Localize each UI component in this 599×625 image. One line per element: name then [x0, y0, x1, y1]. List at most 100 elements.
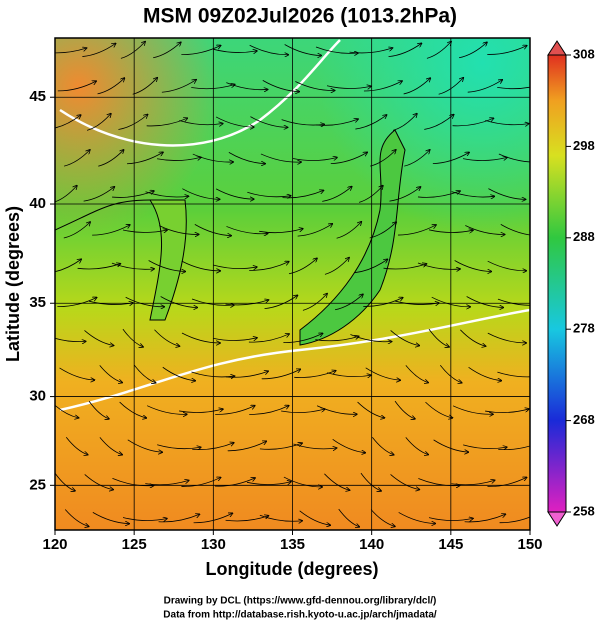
streamline: [84, 330, 113, 345]
streamline: [160, 296, 198, 307]
title: MSM 09Z02Jul2026 (1013.2hPa): [143, 5, 457, 28]
streamline: [282, 190, 324, 199]
streamline: [324, 258, 349, 275]
streamline: [349, 48, 392, 54]
streamline: [55, 472, 75, 491]
streamline: [92, 512, 129, 523]
coastline-japan: [299, 129, 406, 346]
streamline: [146, 405, 187, 415]
streamline: [466, 296, 504, 307]
y-tick-label: 45: [29, 88, 46, 105]
x-tick-label: 130: [201, 536, 226, 553]
credit: Data from http://database.rish.kyoto-u.a…: [163, 610, 437, 621]
streamline: [365, 367, 401, 380]
streamline: [259, 443, 302, 450]
streamline: [452, 405, 493, 414]
colorbar-tick-label: 268: [573, 412, 595, 427]
streamline: [487, 477, 526, 487]
streamline: [330, 152, 367, 165]
streamline: [55, 115, 80, 129]
streamline: [405, 365, 428, 382]
streamline: [153, 42, 181, 59]
streamline: [336, 222, 362, 239]
streamline: [261, 369, 301, 380]
streamline: [499, 516, 530, 524]
streamline: [64, 509, 89, 527]
streamline: [462, 157, 507, 161]
streamline: [497, 298, 530, 306]
streamline: [111, 262, 154, 269]
streamline: [146, 118, 188, 127]
streamline: [83, 187, 115, 202]
y-tick-label: 25: [29, 476, 46, 493]
streamline: [64, 150, 90, 167]
colorbar-tick-label: 308: [573, 46, 595, 61]
streamline: [497, 86, 530, 90]
y-tick-label: 40: [29, 195, 46, 212]
streamline: [154, 329, 179, 346]
streamline: [390, 474, 420, 489]
streamline: [161, 80, 196, 93]
streamline: [283, 476, 322, 487]
x-tick-label: 120: [42, 536, 67, 553]
streamline: [460, 329, 485, 346]
streamline: [134, 364, 155, 383]
streamline: [246, 482, 291, 485]
streamline: [500, 224, 530, 236]
streamline: [157, 444, 201, 449]
streamline: [464, 514, 506, 523]
streamline: [225, 300, 268, 306]
streamline: [122, 517, 167, 520]
streamline: [248, 334, 289, 343]
streamline: [148, 260, 186, 272]
streamline: [132, 78, 158, 95]
streamline: [389, 187, 420, 202]
streamline: [498, 445, 530, 451]
streamline: [55, 404, 78, 418]
streamline: [259, 514, 302, 521]
streamline: [215, 406, 255, 415]
streamline: [403, 78, 431, 95]
streamline: [454, 260, 492, 271]
streamline: [355, 115, 386, 130]
streamline: [259, 229, 303, 234]
streamline: [424, 115, 453, 130]
credit: Drawing by DCL (https://www.gfd-dennou.o…: [164, 596, 437, 607]
streamline: [55, 337, 85, 342]
streamline: [99, 365, 123, 382]
streamline: [302, 294, 327, 311]
streamline: [498, 153, 530, 163]
streamline: [225, 371, 268, 378]
streamline: [428, 328, 449, 347]
streamline: [249, 406, 289, 415]
streamline: [125, 296, 165, 307]
streamline: [463, 444, 507, 449]
streamline: [358, 186, 383, 203]
streamline: [292, 157, 337, 161]
streamline: [324, 473, 349, 490]
streamline: [350, 334, 391, 341]
streamline: [249, 262, 289, 271]
streamline: [315, 119, 358, 126]
streamline: [57, 297, 96, 307]
streamline: [398, 225, 436, 236]
streamline: [326, 86, 371, 89]
streamline: [315, 46, 358, 53]
y-tick-label: 35: [29, 294, 46, 311]
streamline: [214, 478, 255, 487]
streamline: [334, 294, 363, 311]
x-tick-label: 125: [122, 536, 147, 553]
streamline: [390, 330, 420, 345]
streamline: [57, 81, 96, 92]
streamline: [227, 441, 267, 452]
streamline: [97, 78, 125, 95]
streamline: [264, 295, 298, 310]
streamline: [451, 480, 494, 486]
streamline: [458, 42, 487, 59]
streamline: [228, 152, 265, 163]
streamline: [497, 371, 530, 378]
colorbar-under: [547, 511, 567, 527]
streamline: [226, 226, 267, 233]
streamline: [119, 401, 147, 418]
